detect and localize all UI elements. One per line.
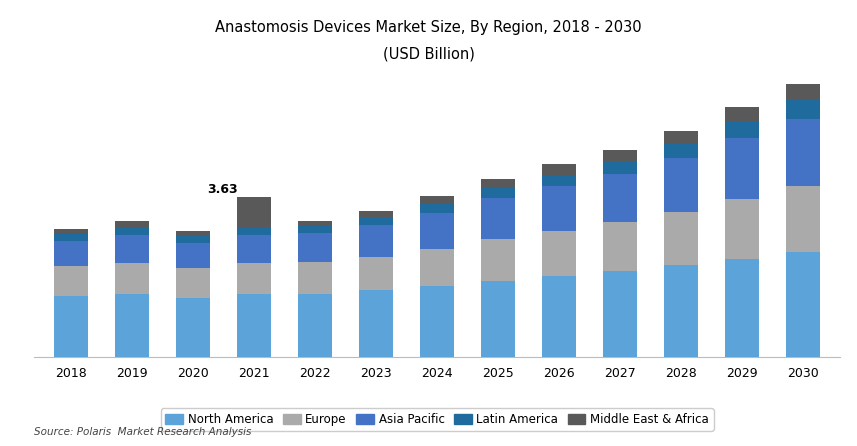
Bar [542,276,576,357]
Bar [177,231,210,236]
Bar [664,158,698,212]
Bar [542,231,576,276]
Bar [603,223,637,271]
Bar [54,241,87,266]
Bar [359,225,393,257]
Bar [664,265,698,357]
Bar [359,211,393,217]
Bar [664,131,698,143]
Bar [298,293,332,357]
Bar [54,229,87,234]
Bar [787,252,820,357]
Bar [359,217,393,225]
Bar [359,290,393,357]
Bar [603,271,637,357]
Bar [542,174,576,186]
Bar [725,138,759,199]
Bar [725,259,759,357]
Bar [115,263,149,294]
Bar [787,119,820,186]
Bar [420,285,454,357]
Bar [482,198,515,239]
Legend: North America, Europe, Asia Pacific, Latin America, Middle East & Africa: North America, Europe, Asia Pacific, Lat… [160,409,714,431]
Bar [359,257,393,290]
Bar [115,235,149,263]
Bar [725,107,759,121]
Bar [542,165,576,174]
Bar [787,100,820,119]
Bar [237,235,271,263]
Bar [177,236,210,243]
Bar [787,84,820,100]
Bar [54,234,87,241]
Bar [542,186,576,231]
Bar [420,203,454,213]
Bar [54,266,87,296]
Bar [177,268,210,298]
Bar [420,249,454,285]
Text: 3.63: 3.63 [207,182,237,196]
Bar [298,221,332,227]
Bar [237,263,271,294]
Text: Anastomosis Devices Market Size, By Region, 2018 - 2030: Anastomosis Devices Market Size, By Regi… [215,20,642,35]
Bar [482,187,515,198]
Bar [115,227,149,235]
Bar [603,149,637,161]
Bar [664,212,698,265]
Bar [237,294,271,357]
Bar [482,281,515,357]
Bar [420,213,454,249]
Bar [298,233,332,262]
Bar [298,262,332,293]
Bar [725,199,759,259]
Bar [664,143,698,158]
Bar [115,221,149,227]
Bar [115,294,149,357]
Bar [603,174,637,223]
Bar [54,296,87,357]
Bar [603,161,637,174]
Bar [298,227,332,233]
Bar [420,196,454,203]
Bar [237,198,271,227]
Bar [177,298,210,357]
Bar [482,239,515,281]
Bar [237,227,271,235]
Bar [177,243,210,268]
Text: (USD Billion): (USD Billion) [382,47,475,62]
Bar [482,178,515,187]
Text: Source: Polaris  Market Research Analysis: Source: Polaris Market Research Analysis [34,427,252,437]
Bar [787,186,820,252]
Bar [725,121,759,138]
